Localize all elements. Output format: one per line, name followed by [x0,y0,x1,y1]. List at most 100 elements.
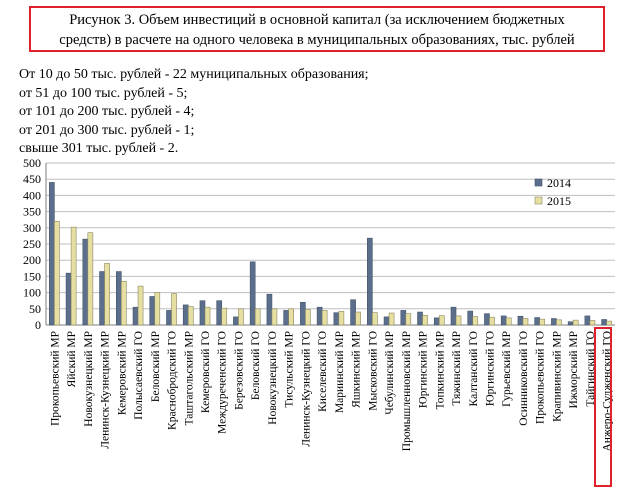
y-tick-label: 0 [35,318,41,332]
bar-2015 [154,292,161,326]
bar-2015 [372,312,378,326]
x-tick-label: Краснобродский ГО [167,331,179,430]
bar-2014 [551,318,557,326]
bar-2015 [305,309,311,326]
bar-2014 [316,306,323,326]
x-tick-label: Междуреченский ГО [217,331,229,434]
x-tick-label: Крапивинский МР [551,331,563,422]
x-tick-label: Чебулинский МР [384,331,396,415]
x-tick-label: Осинниковский ГО [518,331,530,426]
x-tick-label: Топкинский МР [434,331,446,409]
bar-2015 [589,320,596,326]
bar-2014 [283,310,289,326]
bar-2015 [505,317,512,326]
bar-2014 [400,310,407,326]
bar-2014 [484,313,490,326]
bar-2015 [338,311,345,326]
bar-2014 [367,237,373,326]
bar-2014 [249,261,256,326]
bar-2015 [204,306,211,326]
y-tick-label: 100 [23,286,41,300]
bar-2015 [556,319,562,326]
bar-2015 [572,319,579,326]
x-tick-label: Ленинск-Кузнецкий ГО [300,331,312,447]
x-tick-label: Кемеровский МР [116,331,128,415]
bar-2015 [271,308,278,326]
bar-2015 [489,316,495,326]
bar-2014 [584,315,591,326]
note-line: свыше 301 тыс. рублей - 2. [19,141,179,156]
bar-2015 [221,307,228,326]
x-tick-label: Ижморский МР [568,331,580,409]
bar-2014 [333,312,340,326]
bar-2014 [132,306,139,326]
bar-2014 [567,321,574,326]
bar-2015 [137,285,144,326]
bar-2014 [166,310,172,326]
bar-2014 [115,271,122,326]
x-tick-label: Прокопьевский МР [49,331,61,426]
highlight-box [594,327,612,487]
bar-2014 [149,296,156,326]
note-line: от 51 до 100 тыс. рублей - 5; [19,85,188,101]
x-tick-label: Ленинск-Кузнецкий МР [100,331,112,449]
bar-2015 [321,310,328,326]
x-tick-label: Яйский МР [66,331,78,387]
bar-2015 [539,318,546,326]
caption-line-2: средств) в расчете на одного человека в … [59,32,575,48]
bar-2014 [216,300,223,326]
bar-2015 [171,293,177,326]
investment-bar-chart: 0 50 100 150 200 250 300 350 400 450 500 Прокопьевс… [23,156,615,452]
bar-2014 [350,299,356,326]
x-tick-label: Березовский ГО [233,331,245,410]
bar-2015 [355,311,361,326]
bar-2015 [104,263,110,326]
bar-2014 [49,182,55,326]
x-tick-label: Тайгинский ГО [585,331,597,407]
legend-swatch [534,178,543,187]
bar-2015 [405,313,412,326]
bar-2015 [121,280,127,326]
x-tick-label: Тяжинский МР [451,331,463,406]
y-tick-label: 450 [23,172,41,186]
x-tick-label: Мысковский ГО [367,331,379,411]
x-tick-label: Тисульский МР [284,331,296,408]
legend-label: 2014 [547,176,571,190]
figure-caption: Рисунок 3. Объем инвестиций в основной к… [29,6,605,52]
legend-swatch [534,196,543,205]
x-tick-label: Юргинский ГО [484,331,496,406]
bar-2014 [383,316,390,326]
y-tick-label: 350 [23,205,41,219]
x-tick-label: Новокузнецкий ГО [267,331,279,425]
bar-2015 [522,318,529,326]
bar-2014 [500,315,507,326]
bar-2014 [199,300,206,326]
bar-2015 [70,226,77,326]
bar-2014 [417,311,423,326]
bar-2014 [300,302,306,326]
x-tick-label: Яшкинский МР [351,331,363,408]
bar-2015 [455,315,462,326]
distribution-notes: От 10 до 50 тыс. рублей - 22 муниципальн… [19,66,369,159]
x-tick-label: Киселевский ГО [317,331,329,412]
bar-2014 [601,319,607,326]
bar-2015 [606,320,612,326]
bar-2015 [254,308,261,326]
x-tick-label: Новокузнецкий МР [83,331,95,427]
bar-2015 [54,221,60,326]
y-tick-label: 50 [29,302,41,316]
bar-2014 [517,315,524,326]
legend-label: 2015 [547,194,571,208]
x-tick-label: Калтанский ГО [468,331,480,406]
note-line: от 101 до 200 тыс. рублей - 4; [19,104,195,119]
bar-2015 [87,232,94,326]
bar-2014 [266,293,273,326]
bar-2015 [438,315,445,326]
y-tick-label: 400 [23,188,41,202]
bar-2014 [65,272,72,326]
x-tick-label: Прокопьевский ГО [535,331,547,424]
y-tick-label: 500 [23,156,41,170]
note-line: От 10 до 50 тыс. рублей - 22 муниципальн… [19,67,369,82]
x-tick-label: Таштагольский МР [183,331,195,425]
y-tick-label: 250 [23,237,41,251]
